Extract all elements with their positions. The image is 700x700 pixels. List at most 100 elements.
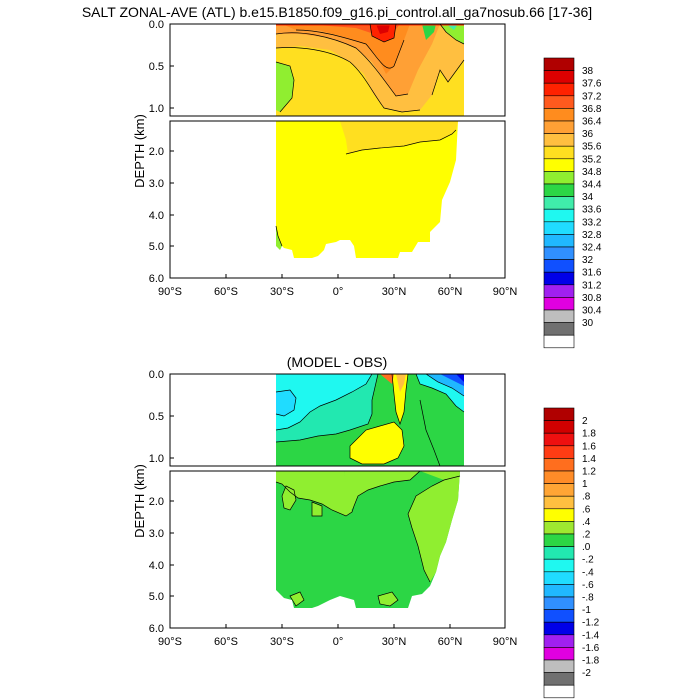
colorbar-swatch: [543, 284, 575, 298]
colorbar-swatch: [543, 208, 575, 223]
colorbar-tick-label: 30.8: [582, 293, 602, 304]
colorbar-tick-label: -1.2: [582, 618, 600, 629]
colorbar-swatch: [543, 309, 575, 323]
colorbar-swatch: [543, 483, 575, 497]
colorbar-tick-label: 33.6: [582, 205, 602, 216]
y-tick-label: 4.0: [149, 560, 164, 572]
colorbar-tick-label: 36: [582, 129, 594, 140]
x-tick-label: 0°: [333, 286, 344, 298]
colorbar-tick-label: 35.2: [582, 154, 602, 165]
colorbar-tick-label: 31.6: [582, 268, 602, 279]
colorbar-tick-label: 1.8: [582, 429, 596, 440]
colorbar-swatch: [543, 558, 575, 573]
y-tick-label: 2.0: [149, 496, 164, 508]
upper-depth-panel: [169, 373, 506, 467]
colorbar-tick-label: 36.8: [582, 104, 602, 115]
colorbar-tick-label: 34: [582, 192, 594, 203]
colorbar: 21.81.61.41.21.8.6.4.2.0-.2-.4-.6-.8-1-1…: [543, 407, 600, 699]
colorbar-swatch: [543, 445, 575, 459]
colorbar-tick-label: 34.4: [582, 180, 602, 191]
x-tick-label: 90°S: [158, 286, 182, 298]
y-axis-ticks: 0.0 0.5 1.0 2.0 3.0 4.0 5.0 6.0: [149, 19, 174, 285]
colorbar-tick-label: 38: [582, 66, 594, 77]
colorbar-tick-label: 32.4: [582, 243, 602, 254]
colorbar-tick-label: .0: [582, 542, 591, 553]
x-tick-label: 0°: [333, 636, 344, 648]
y-tick-label: 2.0: [149, 146, 164, 158]
colorbar-tick-label: -.4: [582, 567, 594, 578]
x-axis-ticks: 90°S 60°S 30°S 0° 30°N 60°N 90°N: [158, 274, 517, 298]
colorbar-swatch: [543, 82, 575, 97]
colorbar: 38 37.637.2 36.8 36.436 35.635.2 34.8 34.434 33…: [543, 57, 602, 349]
colorbar-tick-label: 1.6: [582, 441, 596, 452]
y-tick-label: 3.0: [149, 178, 164, 190]
colorbar-tick-label: -.8: [582, 593, 594, 604]
colorbar-swatch: [543, 420, 575, 434]
colorbar-tick-label: 1.2: [582, 467, 596, 478]
x-tick-label: 90°S: [158, 636, 182, 648]
colorbar-tick-label: -1: [582, 605, 591, 616]
colorbar-tick-label: .6: [582, 504, 591, 515]
upper-panel-frame: [169, 373, 506, 467]
colorbar-swatch: [543, 470, 575, 484]
colorbar-swatch: [543, 158, 575, 172]
colorbar-tick-label: -1.4: [582, 630, 600, 641]
x-tick-label: 30°N: [382, 286, 407, 298]
colorbar-tick-label: -2: [582, 668, 591, 679]
colorbar-tick-label: 32: [582, 255, 594, 266]
y-tick-label: 6.0: [149, 273, 164, 285]
colorbar-swatch: [543, 271, 575, 286]
colorbar-swatch: [543, 571, 575, 585]
colorbar-swatch: [543, 196, 575, 210]
colorbar-tick-label: .4: [582, 517, 591, 528]
colorbar-swatch: [543, 221, 575, 235]
lower-depth-panel: [169, 120, 506, 279]
colorbar-tick-label: -1.6: [582, 643, 600, 654]
colorbar-swatch: [543, 120, 575, 134]
colorbar-swatch: [543, 322, 575, 336]
y-tick-label: 0.5: [149, 411, 164, 423]
colorbar-tick-label: 30: [582, 318, 594, 329]
colorbar-swatch: [543, 647, 575, 661]
colorbar-tick-label: -1.8: [582, 656, 600, 667]
colorbar-swatch: [543, 546, 575, 560]
colorbar-swatch: [543, 145, 575, 160]
y-axis-label: DEPTH (km): [132, 464, 147, 538]
colorbar-swatch: [543, 234, 575, 248]
colorbar-swatch: [543, 521, 575, 535]
colorbar-tick-label: 34.8: [582, 167, 602, 178]
colorbar-swatch: [543, 584, 575, 598]
x-tick-label: 90°N: [493, 286, 518, 298]
colorbar-swatch: [543, 70, 575, 84]
colorbar-swatch: [543, 533, 575, 547]
y-tick-label: 0.0: [149, 19, 164, 31]
y-tick-label: 5.0: [149, 591, 164, 603]
colorbar-tick-label: 30.4: [582, 306, 602, 317]
colorbar-swatch: [543, 108, 575, 122]
colorbar-swatch: [543, 297, 575, 311]
colorbar-swatch: [543, 133, 575, 147]
colorbar-swatch: [543, 57, 575, 71]
colorbar-swatch: [543, 659, 575, 673]
colorbar-swatch: [543, 334, 575, 349]
colorbar-swatch: [543, 508, 575, 522]
colorbar-tick-label: -.2: [582, 555, 594, 566]
colorbar-swatch: [543, 95, 575, 109]
y-tick-label: 0.5: [149, 61, 164, 73]
x-tick-label: 30°S: [270, 636, 294, 648]
colorbar-tick-label: 31.2: [582, 280, 602, 291]
colorbar-swatch: [543, 684, 575, 699]
chart-title: SALT ZONAL-AVE (ATL) b.e15.B1850.f09_g16…: [82, 4, 592, 20]
y-axis-ticks: 0.0 0.5 1.0 2.0 3.0 4.0 5.0 6.0: [149, 369, 174, 635]
colorbar-swatch: [543, 432, 575, 447]
colorbar-swatch: [543, 634, 575, 648]
colorbar-swatch: [543, 596, 575, 610]
x-tick-label: 60°S: [214, 286, 238, 298]
y-tick-label: 3.0: [149, 528, 164, 540]
y-axis-label: DEPTH (km): [132, 114, 147, 188]
upper-depth-panel: [169, 23, 506, 117]
lower-depth-panel: [169, 470, 506, 629]
x-tick-label: 90°N: [493, 636, 518, 648]
x-axis-ticks: 90°S 60°S 30°S 0° 30°N 60°N 90°N: [158, 624, 517, 648]
y-tick-label: 1.0: [149, 103, 164, 115]
